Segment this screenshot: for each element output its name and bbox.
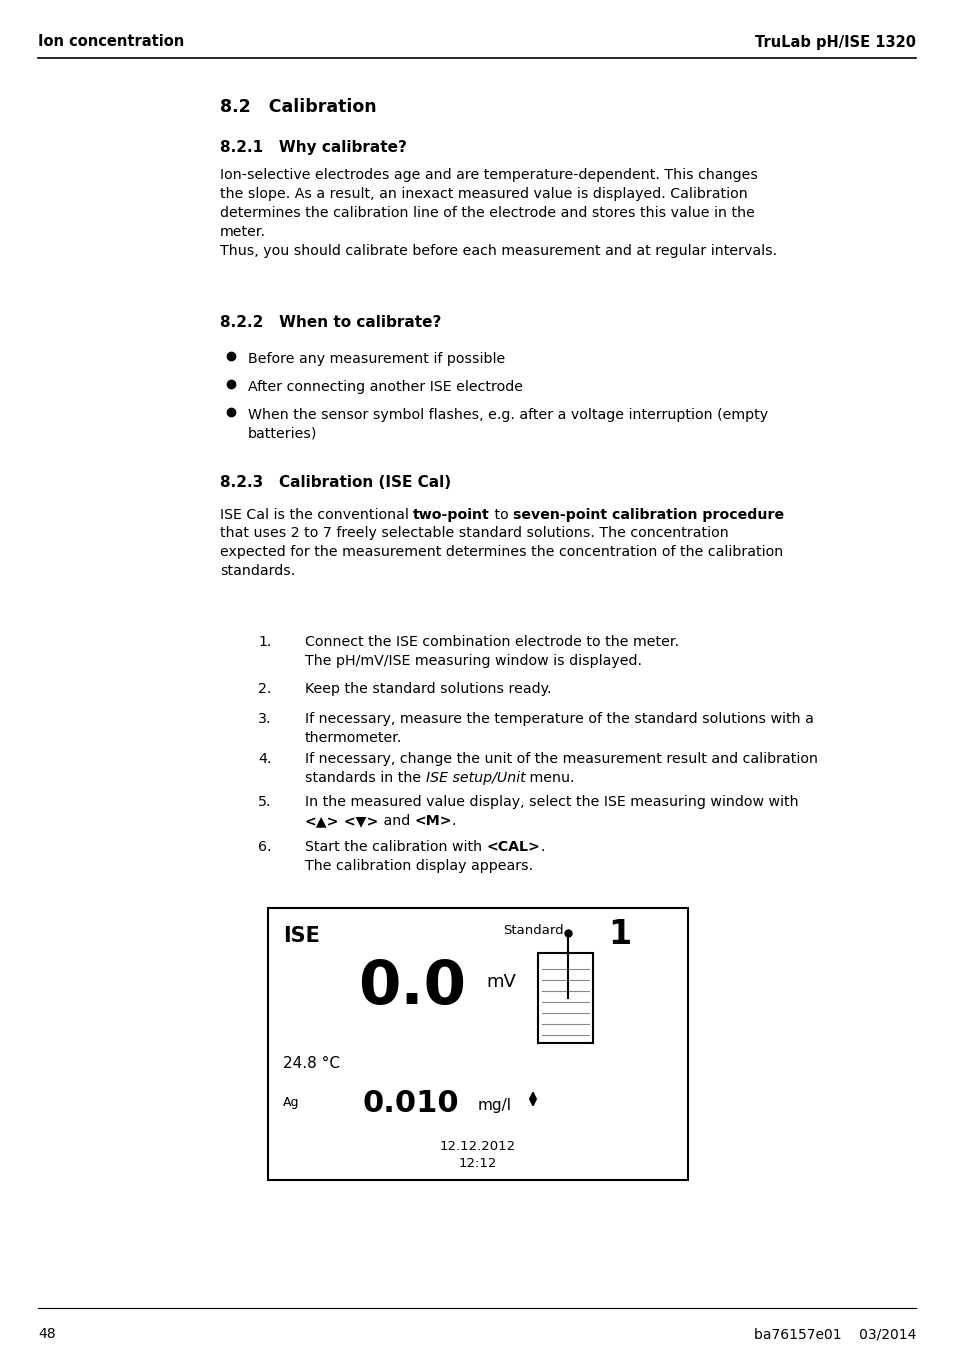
Text: 1: 1 — [607, 918, 631, 950]
Text: to: to — [490, 508, 513, 522]
Text: 8.2.3   Calibration (ISE Cal): 8.2.3 Calibration (ISE Cal) — [220, 475, 451, 490]
Text: 4.: 4. — [257, 752, 272, 765]
Text: 0.0: 0.0 — [357, 958, 465, 1017]
Text: ISE Cal is the conventional: ISE Cal is the conventional — [220, 508, 413, 522]
Text: 1.: 1. — [257, 634, 271, 649]
Text: seven-point calibration procedure: seven-point calibration procedure — [513, 508, 783, 522]
Text: 2.: 2. — [257, 682, 271, 697]
Text: 12:12: 12:12 — [458, 1157, 497, 1170]
Text: ISE: ISE — [283, 926, 319, 946]
Text: Ion-selective electrodes age and are temperature-dependent. This changes
the slo: Ion-selective electrodes age and are tem… — [220, 167, 777, 258]
Text: 48: 48 — [38, 1327, 55, 1341]
Text: <▲>: <▲> — [305, 814, 339, 828]
Text: The calibration display appears.: The calibration display appears. — [305, 859, 533, 873]
Text: Ag: Ag — [283, 1096, 299, 1108]
Text: 8.2.1   Why calibrate?: 8.2.1 Why calibrate? — [220, 140, 406, 155]
Text: If necessary, measure the temperature of the standard solutions with a
thermomet: If necessary, measure the temperature of… — [305, 711, 813, 745]
FancyBboxPatch shape — [268, 909, 687, 1180]
Text: mV: mV — [485, 973, 516, 991]
Text: 12.12.2012: 12.12.2012 — [439, 1139, 516, 1153]
Text: mg/l: mg/l — [477, 1098, 512, 1112]
Text: .: . — [452, 814, 456, 828]
Text: Keep the standard solutions ready.: Keep the standard solutions ready. — [305, 682, 551, 697]
Text: 24.8 °C: 24.8 °C — [283, 1056, 339, 1071]
Text: <▼>: <▼> — [339, 814, 378, 828]
Bar — [537, 953, 593, 1044]
Text: 5.: 5. — [257, 795, 272, 809]
Text: If necessary, change the unit of the measurement result and calibration: If necessary, change the unit of the mea… — [305, 752, 817, 765]
Text: standards in the: standards in the — [305, 771, 425, 784]
Text: ba76157e01    03/2014: ba76157e01 03/2014 — [753, 1327, 915, 1341]
Text: and: and — [378, 814, 414, 828]
Text: Ion concentration: Ion concentration — [38, 35, 184, 50]
Text: When the sensor symbol flashes, e.g. after a voltage interruption (empty
batteri: When the sensor symbol flashes, e.g. aft… — [248, 408, 767, 441]
Text: 0.010: 0.010 — [363, 1089, 459, 1118]
Text: Standard: Standard — [502, 923, 563, 937]
Text: <CAL>: <CAL> — [486, 840, 539, 855]
Text: .: . — [539, 840, 544, 855]
Text: two-point: two-point — [413, 508, 490, 522]
Text: ISE setup/Unit: ISE setup/Unit — [425, 771, 525, 784]
Text: Connect the ISE combination electrode to the meter.
The pH/mV/ISE measuring wind: Connect the ISE combination electrode to… — [305, 634, 679, 668]
Text: 8.2.2   When to calibrate?: 8.2.2 When to calibrate? — [220, 315, 441, 329]
Text: that uses 2 to 7 freely selectable standard solutions. The concentration
expecte: that uses 2 to 7 freely selectable stand… — [220, 526, 782, 578]
Text: In the measured value display, select the ISE measuring window with: In the measured value display, select th… — [305, 795, 798, 809]
Text: TruLab pH/ISE 1320: TruLab pH/ISE 1320 — [754, 35, 915, 50]
Text: menu.: menu. — [525, 771, 574, 784]
Text: 3.: 3. — [257, 711, 272, 726]
Text: Before any measurement if possible: Before any measurement if possible — [248, 352, 505, 366]
Text: 8.2   Calibration: 8.2 Calibration — [220, 99, 376, 116]
Text: 6.: 6. — [257, 840, 272, 855]
Text: After connecting another ISE electrode: After connecting another ISE electrode — [248, 379, 522, 394]
Text: <M>: <M> — [414, 814, 452, 828]
Text: Start the calibration with: Start the calibration with — [305, 840, 486, 855]
